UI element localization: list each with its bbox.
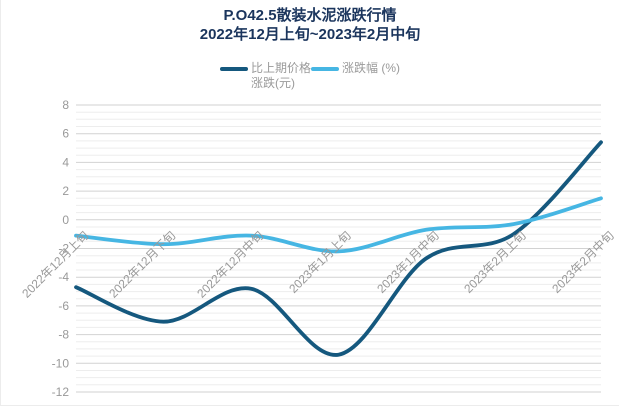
legend-label-percent-change: 涨跌幅 (%)	[342, 61, 400, 75]
legend-label-price-change: 比上期价格 涨跌(元)	[250, 61, 311, 90]
y-axis-label: -6	[58, 299, 69, 313]
chart-title: P.O42.5散装水泥涨跌行情 2022年12月上旬~2023年2月中旬	[1, 6, 619, 44]
y-axis-label: 2	[62, 184, 69, 198]
legend-swatch-percent-change	[311, 67, 339, 71]
y-axis-label: 8	[62, 98, 69, 112]
y-axis-label: -8	[58, 328, 69, 342]
chart-title-line1: P.O42.5散装水泥涨跌行情	[223, 7, 397, 24]
legend-swatch-price-change	[219, 67, 248, 71]
y-axis-label: -12	[52, 385, 70, 399]
legend-item-price-change[interactable]: 比上期价格 涨跌(元)	[219, 61, 311, 91]
series-line-percent-change[interactable]	[74, 196, 603, 254]
legend-item-percent-change[interactable]: 涨跌幅 (%)	[311, 61, 400, 76]
chart-title-line2: 2022年12月上旬~2023年2月中旬	[199, 26, 421, 43]
series-line-price-change[interactable]	[74, 140, 603, 357]
y-axis-label: -4	[58, 270, 69, 284]
legend: 比上期价格 涨跌(元) 涨跌幅 (%)	[1, 61, 619, 91]
y-axis-label: -2	[58, 242, 69, 256]
y-axis-label: 6	[62, 127, 69, 141]
y-axis-label: -10	[52, 356, 70, 370]
y-axis-label: 4	[62, 155, 69, 169]
y-axis-label: 0	[62, 213, 69, 227]
